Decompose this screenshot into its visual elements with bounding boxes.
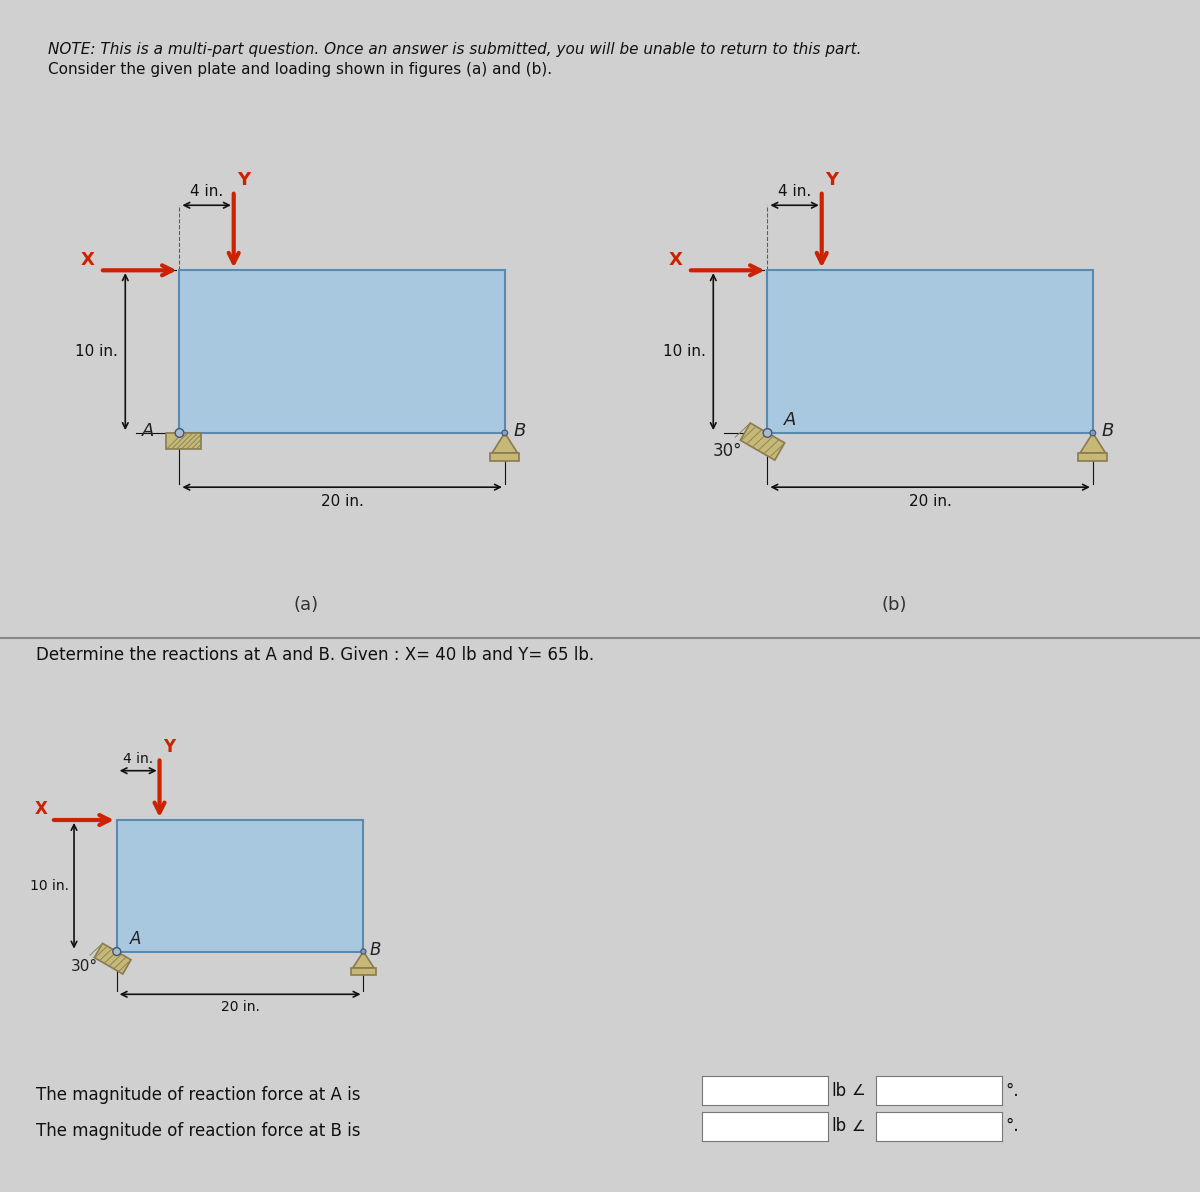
Text: ∠: ∠ (852, 1084, 865, 1098)
Circle shape (763, 429, 772, 437)
Text: 4 in.: 4 in. (190, 184, 223, 199)
Polygon shape (353, 951, 374, 968)
Text: Determine the reactions at A and B. Given : X= 40 lb and Y= 65 lb.: Determine the reactions at A and B. Give… (36, 646, 594, 664)
Polygon shape (492, 433, 517, 453)
Polygon shape (1080, 433, 1105, 453)
Text: 20 in.: 20 in. (221, 1000, 259, 1014)
Polygon shape (95, 943, 131, 974)
Text: 20 in.: 20 in. (908, 495, 952, 509)
Circle shape (175, 429, 184, 437)
Text: 4 in.: 4 in. (778, 184, 811, 199)
Circle shape (502, 430, 508, 436)
Bar (180, 271, 505, 433)
Text: (b): (b) (881, 596, 907, 614)
Text: 30°: 30° (71, 958, 97, 974)
Text: B: B (1102, 422, 1115, 440)
Bar (116, 820, 364, 951)
Text: 10 in.: 10 in. (30, 879, 70, 893)
Bar (352, 968, 376, 975)
Text: Consider the given plate and loading shown in figures (a) and (b).: Consider the given plate and loading sho… (48, 62, 552, 77)
Text: A: A (142, 422, 154, 440)
Text: X: X (668, 250, 683, 268)
Text: X: X (80, 250, 95, 268)
Text: (a): (a) (294, 596, 318, 614)
Text: Y: Y (238, 170, 251, 190)
Text: ∠: ∠ (852, 1119, 865, 1134)
Text: 30°: 30° (713, 442, 743, 460)
Text: B: B (514, 422, 527, 440)
Text: The magnitude of reaction force at A is: The magnitude of reaction force at A is (36, 1086, 360, 1105)
Bar (1079, 453, 1108, 461)
Text: °.: °. (1006, 1081, 1019, 1100)
Bar (167, 433, 202, 449)
Circle shape (361, 949, 366, 954)
Circle shape (113, 948, 121, 956)
Text: The magnitude of reaction force at B is: The magnitude of reaction force at B is (36, 1122, 360, 1141)
Text: 4 in.: 4 in. (124, 752, 154, 765)
Text: B: B (370, 940, 382, 958)
Text: Y: Y (163, 738, 175, 756)
Text: A: A (130, 930, 142, 949)
Text: X: X (35, 800, 48, 819)
Text: °.: °. (1006, 1117, 1019, 1136)
Text: A: A (784, 411, 796, 429)
Text: 10 in.: 10 in. (76, 344, 118, 359)
Circle shape (1090, 430, 1096, 436)
Bar (768, 271, 1093, 433)
Text: lb: lb (832, 1081, 847, 1100)
Bar (491, 453, 520, 461)
Text: Y: Y (826, 170, 839, 190)
Text: lb: lb (832, 1117, 847, 1136)
Text: NOTE: This is a multi-part question. Once an answer is submitted, you will be un: NOTE: This is a multi-part question. Onc… (48, 42, 862, 57)
Text: 20 in.: 20 in. (320, 495, 364, 509)
Text: 10 in.: 10 in. (664, 344, 706, 359)
Polygon shape (740, 423, 785, 460)
